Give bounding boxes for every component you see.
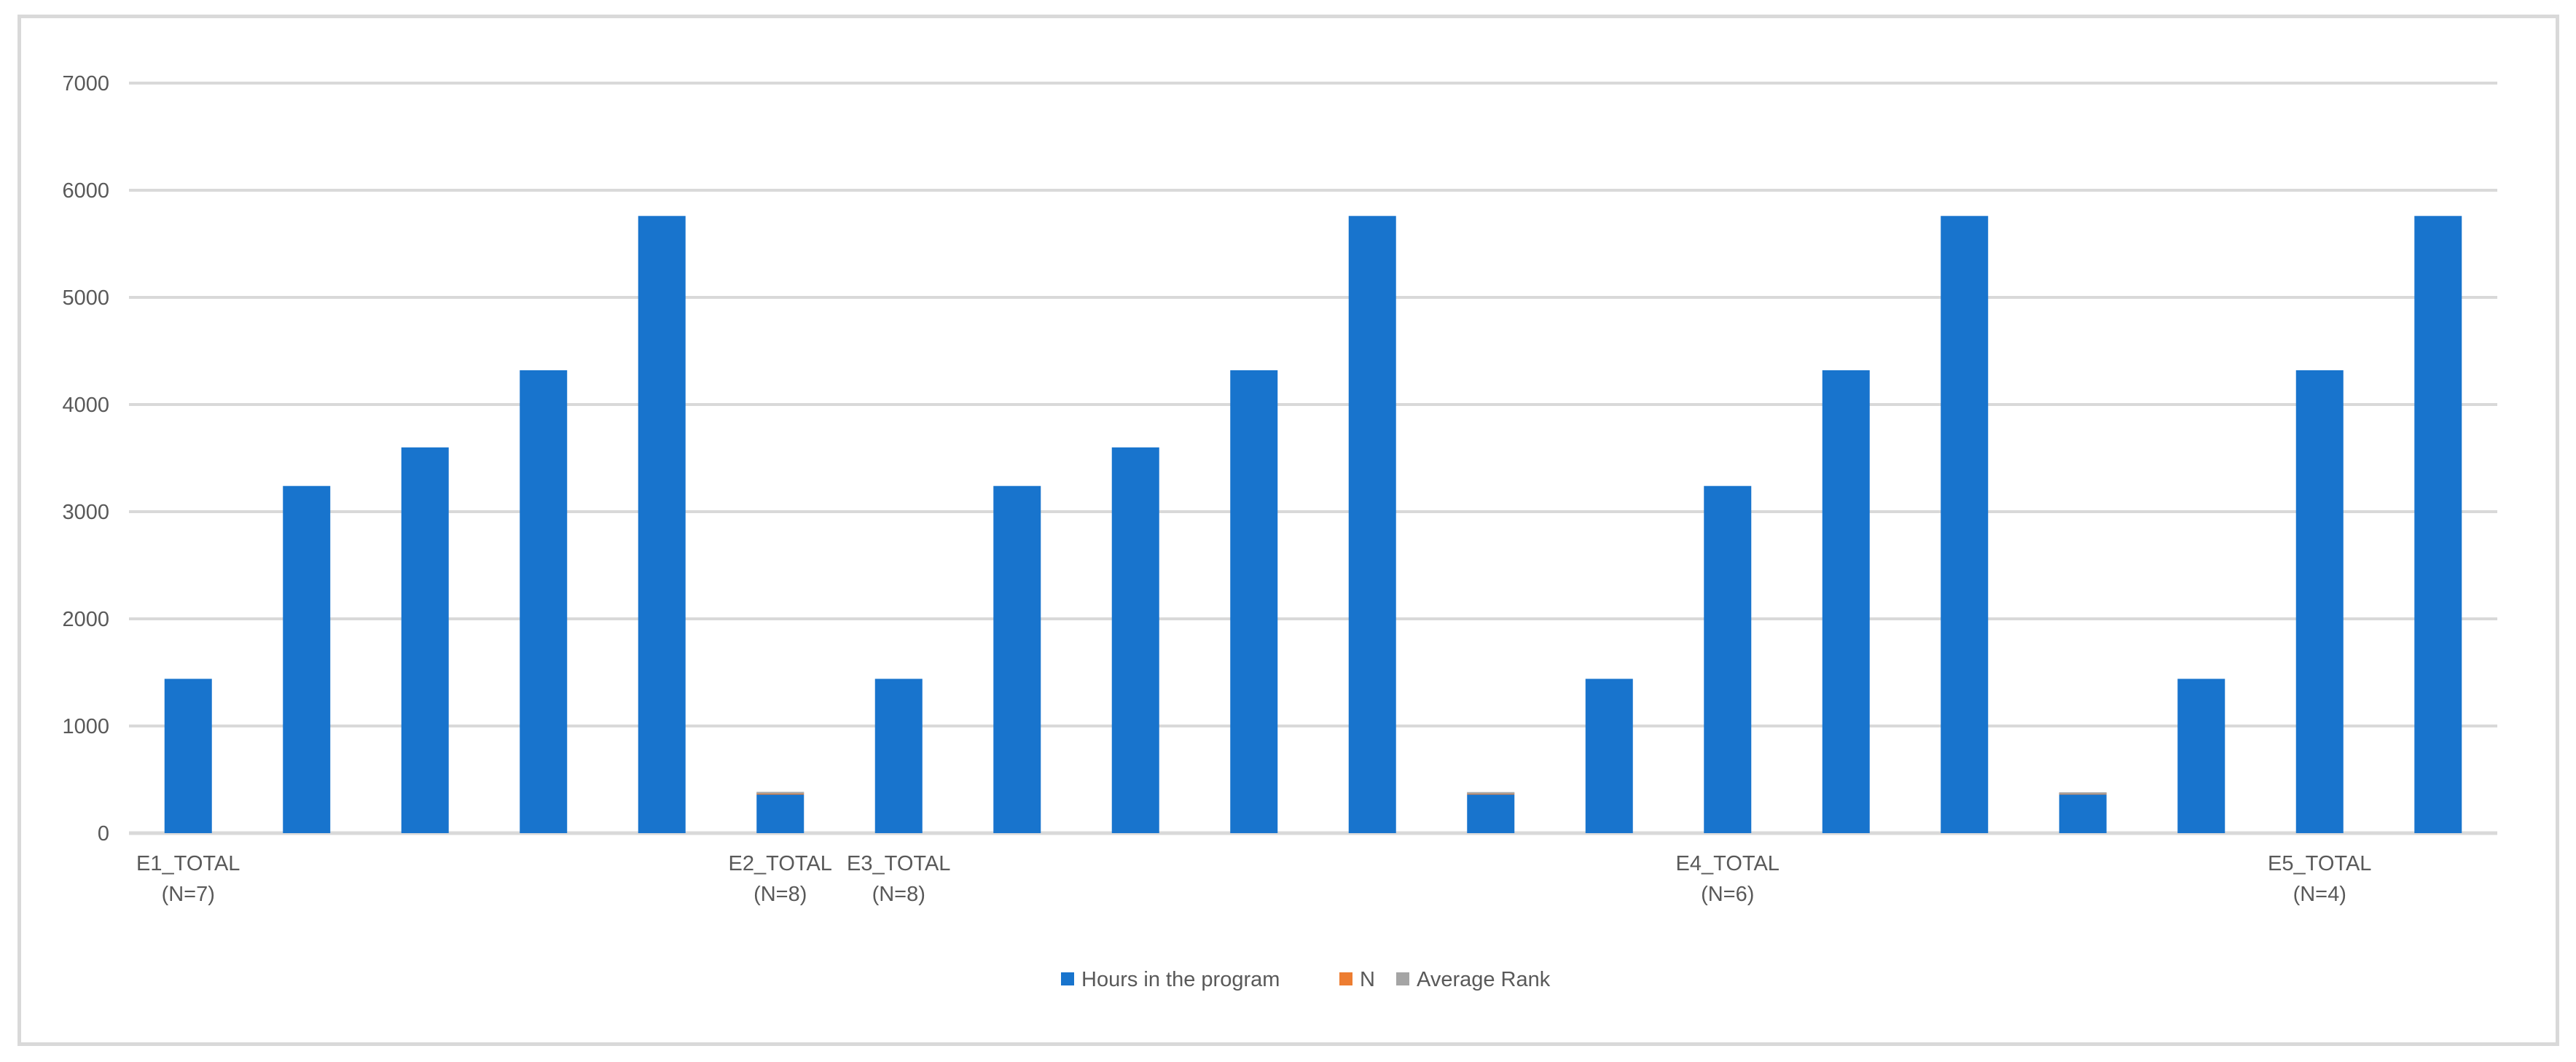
y-tick-label: 5000 bbox=[62, 286, 109, 310]
y-tick-label: 3000 bbox=[62, 501, 109, 524]
x-tick-label: (N=6) bbox=[1701, 883, 1754, 906]
legend-swatch bbox=[1061, 972, 1074, 985]
legend-label: N bbox=[1360, 968, 1375, 991]
bar-segment bbox=[2059, 794, 2107, 833]
bar-segment bbox=[638, 216, 686, 833]
y-tick-label: 7000 bbox=[62, 72, 109, 95]
bar-chart: 0 1000 2000 3000 4000 5000 6000 7000 E1_TOTAL (N… bbox=[62, 72, 2497, 991]
bar-segment bbox=[993, 485, 1041, 833]
y-tick-label: 4000 bbox=[62, 394, 109, 417]
bar-segment bbox=[1822, 370, 1870, 834]
bar-segment bbox=[1941, 216, 1989, 833]
legend-label: Average Rank bbox=[1417, 968, 1551, 991]
legend-swatch bbox=[1396, 972, 1409, 985]
bar-segment bbox=[2295, 370, 2344, 834]
bar-segment bbox=[874, 679, 923, 833]
bar-segment bbox=[1467, 792, 1515, 794]
y-tick-label: 0 bbox=[98, 822, 109, 846]
bar-segment bbox=[1230, 370, 1278, 834]
bar-segment bbox=[756, 792, 804, 794]
x-tick-label: (N=8) bbox=[872, 883, 925, 906]
bar-segment bbox=[2177, 679, 2225, 833]
bar-segment bbox=[1348, 216, 1396, 833]
bars bbox=[164, 216, 2462, 834]
x-tick-label: E2_TOTAL bbox=[729, 852, 832, 875]
x-tick-label: (N=8) bbox=[753, 883, 807, 906]
x-tick-label: (N=4) bbox=[2293, 883, 2346, 906]
x-tick-label: E4_TOTAL bbox=[1676, 852, 1780, 875]
chart-area: 0 1000 2000 3000 4000 5000 6000 7000 E1_TOTAL (N… bbox=[17, 15, 2559, 1046]
x-axis-tick-labels: E1_TOTAL (N=7) E2_TOTAL (N=8) E3_TOTAL (N=8) E… bbox=[136, 852, 2371, 906]
x-tick-label: E1_TOTAL bbox=[136, 852, 240, 875]
bar-segment bbox=[2059, 792, 2107, 794]
legend-label: Hours in the program bbox=[1081, 968, 1280, 991]
bar-segment bbox=[520, 370, 568, 834]
gridlines bbox=[129, 82, 2497, 835]
bar-segment bbox=[1585, 679, 1633, 833]
bar-segment bbox=[2414, 216, 2462, 833]
y-tick-label: 6000 bbox=[62, 179, 109, 203]
bar-segment bbox=[1111, 447, 1159, 833]
legend: Hours in the program N Average Rank bbox=[1061, 968, 1551, 991]
y-tick-label: 1000 bbox=[62, 715, 109, 738]
y-tick-label: 2000 bbox=[62, 608, 109, 631]
bar-segment bbox=[283, 485, 331, 833]
bar-segment bbox=[1704, 485, 1752, 833]
x-tick-label: E5_TOTAL bbox=[2268, 852, 2371, 875]
x-tick-label: (N=7) bbox=[162, 883, 215, 906]
legend-swatch bbox=[1339, 972, 1352, 985]
x-tick-label: E3_TOTAL bbox=[847, 852, 950, 875]
bar-segment bbox=[401, 447, 449, 833]
y-axis-tick-labels: 0 1000 2000 3000 4000 5000 6000 7000 bbox=[62, 72, 109, 846]
bar-segment bbox=[756, 794, 804, 833]
bar-segment bbox=[1467, 794, 1515, 833]
bar-segment bbox=[164, 679, 212, 833]
